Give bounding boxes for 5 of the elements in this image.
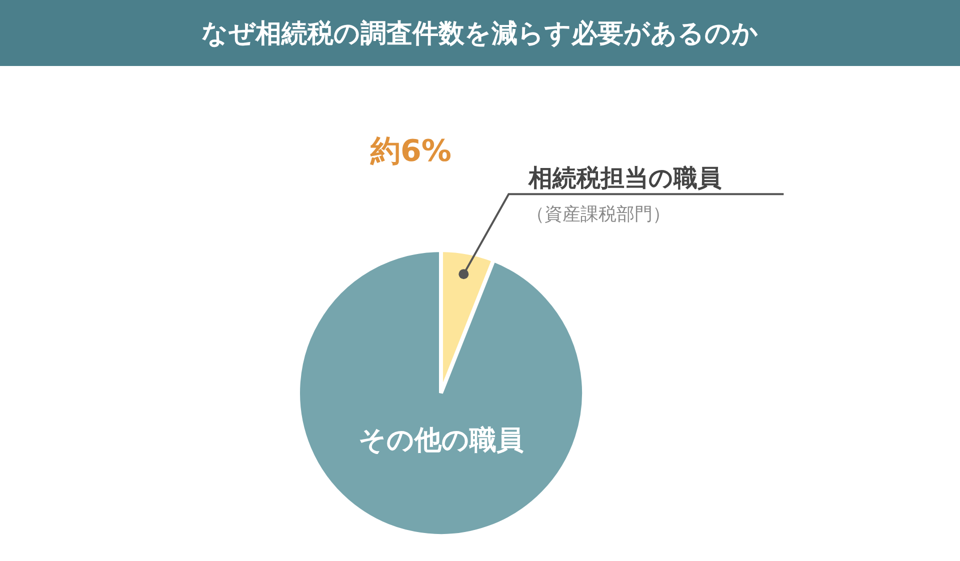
data-label: 約6%: [370, 134, 452, 169]
text: （資産課税部門）: [526, 204, 671, 226]
slice-label: 相続税担当の職員: [528, 164, 722, 192]
slice-label: その他の職員: [358, 425, 524, 456]
chart-title: なぜ相続税の調査件数を減らす必要があるのか: [0, 0, 960, 66]
